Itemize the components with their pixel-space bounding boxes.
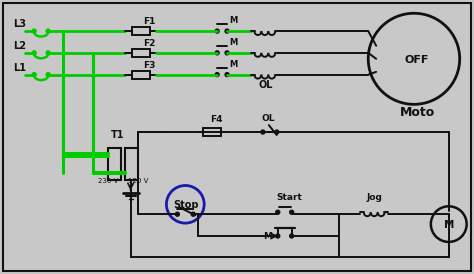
- Text: F4: F4: [210, 115, 223, 124]
- Circle shape: [276, 210, 280, 214]
- Text: F2: F2: [144, 39, 156, 48]
- Text: 120 V: 120 V: [128, 178, 148, 184]
- Circle shape: [276, 234, 280, 238]
- Circle shape: [191, 212, 195, 216]
- Bar: [125, 148, 137, 179]
- Circle shape: [290, 234, 294, 238]
- Text: L2: L2: [13, 41, 27, 51]
- Circle shape: [225, 73, 229, 77]
- Bar: [132, 71, 149, 79]
- Circle shape: [215, 73, 219, 77]
- Bar: [132, 49, 149, 57]
- Bar: [132, 27, 149, 35]
- Circle shape: [32, 51, 36, 55]
- Circle shape: [32, 29, 36, 33]
- Circle shape: [275, 130, 279, 134]
- Text: 230 V: 230 V: [98, 178, 118, 184]
- Circle shape: [261, 130, 265, 134]
- Text: OFF: OFF: [404, 55, 428, 65]
- Circle shape: [32, 73, 36, 77]
- Text: Moto: Moto: [400, 106, 435, 119]
- Text: F3: F3: [144, 61, 156, 70]
- Text: Jog: Jog: [366, 193, 382, 202]
- Circle shape: [46, 73, 50, 77]
- Text: OL: OL: [262, 114, 275, 123]
- Text: M: M: [229, 16, 237, 25]
- Circle shape: [215, 51, 219, 55]
- Text: M: M: [444, 220, 454, 230]
- Circle shape: [225, 29, 229, 33]
- Text: T1: T1: [111, 130, 124, 140]
- Text: M: M: [229, 60, 237, 69]
- Text: OL: OL: [259, 81, 273, 90]
- Circle shape: [46, 29, 50, 33]
- Circle shape: [290, 210, 294, 214]
- Text: L3: L3: [13, 19, 27, 29]
- Circle shape: [175, 212, 179, 216]
- Circle shape: [225, 51, 229, 55]
- Text: Stop: Stop: [173, 200, 199, 210]
- Bar: [108, 148, 121, 179]
- Text: F1: F1: [144, 17, 156, 26]
- Circle shape: [46, 51, 50, 55]
- Circle shape: [215, 29, 219, 33]
- Bar: [203, 128, 221, 136]
- Text: M: M: [229, 38, 237, 47]
- Text: Start: Start: [277, 193, 302, 202]
- Text: L1: L1: [13, 63, 27, 73]
- Text: M: M: [263, 232, 272, 241]
